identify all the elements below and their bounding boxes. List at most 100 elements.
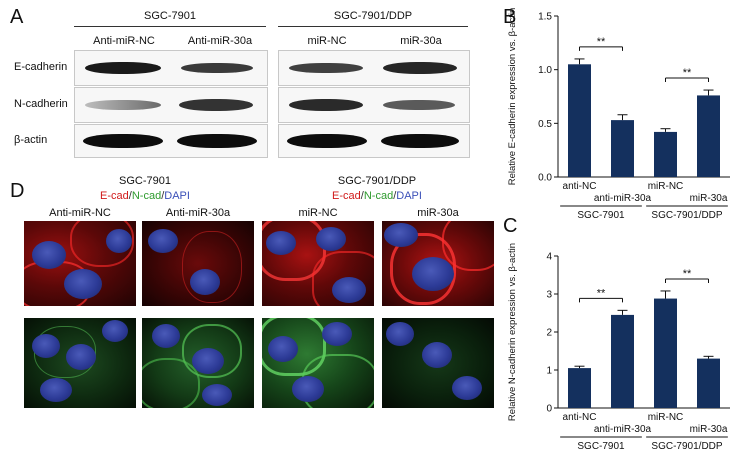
band-ecad-1 — [85, 62, 161, 74]
bar-miR-NC — [654, 298, 677, 408]
bar-miR-30a — [697, 358, 720, 408]
if-group-1: SGC-7901 — [119, 175, 171, 187]
if-image-ncad-anti-mir-nc — [24, 318, 136, 408]
blot-ncad-right — [278, 87, 470, 123]
blot-group-2: SGC-7901/DDP — [333, 10, 413, 22]
bar-anti-miR-30a — [611, 314, 634, 408]
nucleus — [152, 324, 180, 348]
band-ecad-4 — [383, 62, 457, 74]
nucleus — [148, 229, 178, 253]
nucleus — [190, 269, 220, 295]
nucleus — [32, 334, 60, 358]
nucleus — [386, 322, 414, 346]
blot-ecad-right — [278, 50, 470, 86]
bar-miR-NC — [654, 131, 677, 177]
stain-ncad-text: N-cad — [131, 190, 162, 202]
if-image-ncad-mir-nc — [262, 318, 374, 408]
y-tick-label: 1 — [546, 366, 552, 377]
nucleus — [32, 241, 66, 269]
group-label: SGC-7901/DDP — [651, 441, 722, 452]
panel-label-a: A — [10, 6, 24, 28]
blot-group-1: SGC-7901 — [144, 10, 196, 22]
bar-anti-NC — [568, 64, 591, 177]
stain-slash: / — [393, 190, 397, 202]
category-label: anti-NC — [563, 412, 597, 423]
stain-ncad-text: N-cad — [363, 190, 394, 202]
y-tick-label: 0.5 — [538, 119, 552, 130]
band-actin-4 — [381, 134, 459, 148]
y-axis-label: Relative N-cadherin expression vs. β-act… — [507, 243, 518, 421]
band-ncad-1 — [85, 100, 161, 110]
blot-row-label-actin: β-actin — [14, 134, 48, 146]
category-label: miR-NC — [648, 181, 684, 192]
nucleus — [268, 336, 298, 362]
blot-group-1-line — [74, 26, 266, 27]
band-ncad-2 — [179, 99, 253, 111]
stain-slash: / — [128, 190, 132, 202]
stain-slash: / — [360, 190, 364, 202]
stain-ecad-text: E-cad — [100, 190, 129, 202]
panel-label-d: D — [10, 180, 25, 202]
y-tick-label: 4 — [546, 252, 552, 263]
if-image-ecad-anti-mir-nc — [24, 221, 136, 306]
if-image-ecad-mir-nc — [262, 221, 374, 306]
if-col-label-3: miR-NC — [298, 207, 338, 219]
y-tick-label: 2 — [546, 328, 552, 339]
blot-row-label-ncad: N-cadherin — [14, 98, 68, 110]
nucleus — [102, 320, 128, 342]
nucleus — [452, 376, 482, 400]
band-ncad-3 — [289, 99, 363, 111]
nucleus — [412, 257, 454, 291]
group-label: SGC-7901 — [577, 210, 625, 221]
panel-label-b: B — [503, 6, 517, 28]
y-axis-label: Relative E-cadherin expression vs. β-act… — [507, 8, 518, 186]
if-col-label-2: Anti-miR-30a — [165, 207, 231, 219]
if-stain-legend-1: E-cad/N-cad/DAPI — [84, 190, 206, 202]
stain-slash: / — [161, 190, 165, 202]
nucleus — [384, 223, 418, 247]
band-ecad-3 — [289, 63, 363, 73]
if-stain-legend-2: E-cad/N-cad/DAPI — [316, 190, 438, 202]
significance-label: ** — [597, 36, 606, 48]
category-label: anti-miR-30a — [594, 424, 652, 435]
group-label: SGC-7901/DDP — [651, 210, 722, 221]
significance-label: ** — [597, 287, 606, 299]
band-ncad-4 — [383, 100, 455, 110]
category-label: miR-30a — [690, 193, 728, 204]
significance-label: ** — [683, 67, 692, 79]
nucleus — [106, 229, 132, 253]
y-tick-label: 1.5 — [538, 12, 552, 23]
lane-label-1: Anti-miR-NC — [93, 35, 155, 47]
stain-dapi-text: DAPI — [396, 190, 422, 202]
bar-miR-30a — [697, 95, 720, 177]
nucleus — [316, 227, 346, 251]
nucleus — [422, 342, 452, 368]
bar-anti-miR-30a — [611, 120, 634, 177]
chart-n-cadherin: 0 1 2 3 4 Relative N-cadherin expression vs. … — [507, 243, 730, 452]
nucleus — [322, 322, 352, 346]
blot-group-2-line — [278, 26, 468, 27]
chart-e-cadherin: 0.0 0.5 1.0 1.5 Relative E-cadherin expressi… — [507, 8, 730, 221]
bar-anti-NC — [568, 368, 591, 408]
nucleus — [202, 384, 232, 406]
if-col-label-4: miR-30a — [417, 207, 459, 219]
nucleus — [40, 378, 72, 402]
category-label: anti-miR-30a — [594, 193, 652, 204]
blot-ecad-left — [74, 50, 268, 86]
band-actin-3 — [287, 134, 367, 148]
band-actin-1 — [83, 134, 163, 148]
panel-label-c: C — [503, 215, 518, 237]
nucleus — [292, 376, 324, 402]
if-image-ecad-mir-30a — [382, 221, 494, 306]
y-tick-label: 0.0 — [538, 173, 552, 184]
band-ecad-2 — [181, 63, 253, 73]
lane-label-2: Anti-miR-30a — [187, 35, 253, 47]
category-label: miR-NC — [648, 412, 684, 423]
blot-ncad-left — [74, 87, 268, 123]
nucleus — [192, 348, 224, 374]
nucleus — [266, 231, 296, 255]
if-image-ncad-anti-mir-30a — [142, 318, 254, 408]
if-group-2: SGC-7901/DDP — [337, 175, 417, 187]
if-col-label-1: Anti-miR-NC — [49, 207, 111, 219]
